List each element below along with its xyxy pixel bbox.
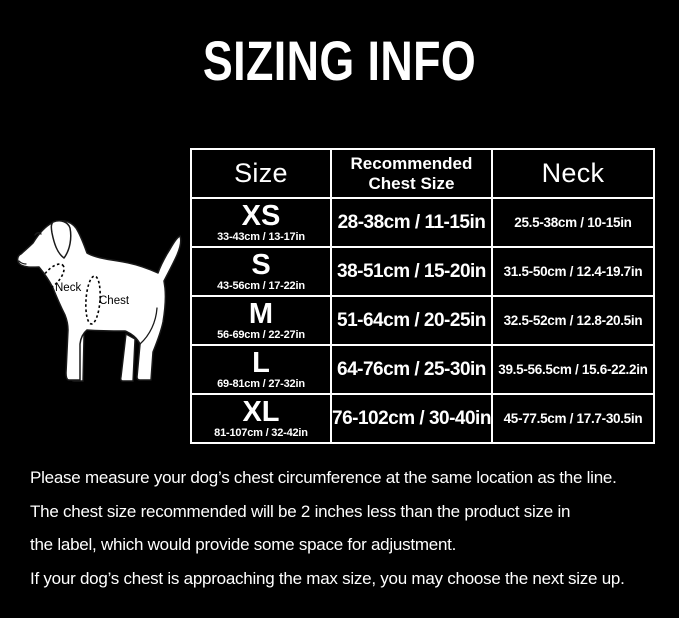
table-row-m: M 56-69cm / 22-27in 51-64cm / 20-25in 32… <box>190 295 655 346</box>
size-letter: L <box>252 346 270 379</box>
dog-measurement-diagram: Neck Chest <box>14 214 186 396</box>
table-row-xs: XS 33-43cm / 13-17in 28-38cm / 11-15in 2… <box>190 197 655 248</box>
size-cell: L 69-81cm / 27-32in <box>190 344 332 395</box>
neck-cell: 45-77.5cm / 17.7-30.5in <box>490 393 655 444</box>
size-range: 43-56cm / 17-22in <box>217 279 305 292</box>
size-range: 33-43cm / 13-17in <box>217 230 305 243</box>
chest-cell: 64-76cm / 25-30in <box>330 344 493 395</box>
size-range: 81-107cm / 32-42in <box>214 426 308 439</box>
neck-column-header: Neck <box>490 148 655 199</box>
note-line-3: the label, which would provide some spac… <box>30 535 457 555</box>
neck-cell: 25.5-38cm / 10-15in <box>490 197 655 248</box>
neck-cell: 32.5-52cm / 12.8-20.5in <box>490 295 655 346</box>
dog-ear <box>50 220 72 259</box>
note-line-4: If your dog’s chest is approaching the m… <box>30 568 625 588</box>
size-cell: XL 81-107cm / 32-42in <box>190 393 332 444</box>
note-line-1: Please measure your dog’s chest circumfe… <box>30 468 617 487</box>
table-row-l: L 69-81cm / 27-32in 64-76cm / 25-30in 39… <box>190 344 655 395</box>
table-row-s: S 43-56cm / 17-22in 38-51cm / 15-20in 31… <box>190 246 655 297</box>
neck-label: Neck <box>55 282 81 294</box>
size-cell: S 43-56cm / 17-22in <box>190 246 332 297</box>
dog-eye-icon <box>34 232 42 236</box>
size-letter: S <box>251 248 271 281</box>
neck-cell: 39.5-56.5cm / 15.6-22.2in <box>490 344 655 395</box>
dog-silhouette <box>16 219 182 381</box>
chest-cell: 38-51cm / 15-20in <box>330 246 493 297</box>
chest-cell: 76-102cm / 30-40in <box>330 393 493 444</box>
neck-measure-ellipse <box>39 263 65 291</box>
size-column-header: Size <box>190 148 332 199</box>
size-letter: XS <box>241 199 281 232</box>
dog-far-hind-leg <box>120 332 136 382</box>
size-cell: M 56-69cm / 22-27in <box>190 295 332 346</box>
size-range: 69-81cm / 27-32in <box>217 377 305 390</box>
size-letter: M <box>248 297 274 330</box>
dog-diagram-svg: Neck Chest <box>16 219 182 382</box>
neck-cell: 31.5-50cm / 12.4-19.7in <box>490 246 655 297</box>
note-line-2: The chest size recommended will be 2 inc… <box>30 501 571 521</box>
size-letter: XL <box>242 395 280 428</box>
page-title: SIZING INFO <box>202 29 477 92</box>
measurement-notes: Please measure your dog’s chest circumfe… <box>30 461 670 595</box>
chest-label: Chest <box>99 295 130 307</box>
size-cell: XS 33-43cm / 13-17in <box>190 197 332 248</box>
table-header-row: Size Recommended Chest Size Neck <box>190 148 655 199</box>
chest-column-header: Recommended Chest Size <box>330 148 493 199</box>
chest-cell: 28-38cm / 11-15in <box>330 197 493 248</box>
table-row-xl: XL 81-107cm / 32-42in 76-102cm / 30-40in… <box>190 393 655 444</box>
size-range: 56-69cm / 22-27in <box>217 328 305 341</box>
sizing-table: Size Recommended Chest Size Neck XS 33-4… <box>190 148 655 444</box>
dog-mouth-line <box>18 260 27 265</box>
dog-haunch-line <box>139 307 158 345</box>
chest-cell: 51-64cm / 20-25in <box>330 295 493 346</box>
